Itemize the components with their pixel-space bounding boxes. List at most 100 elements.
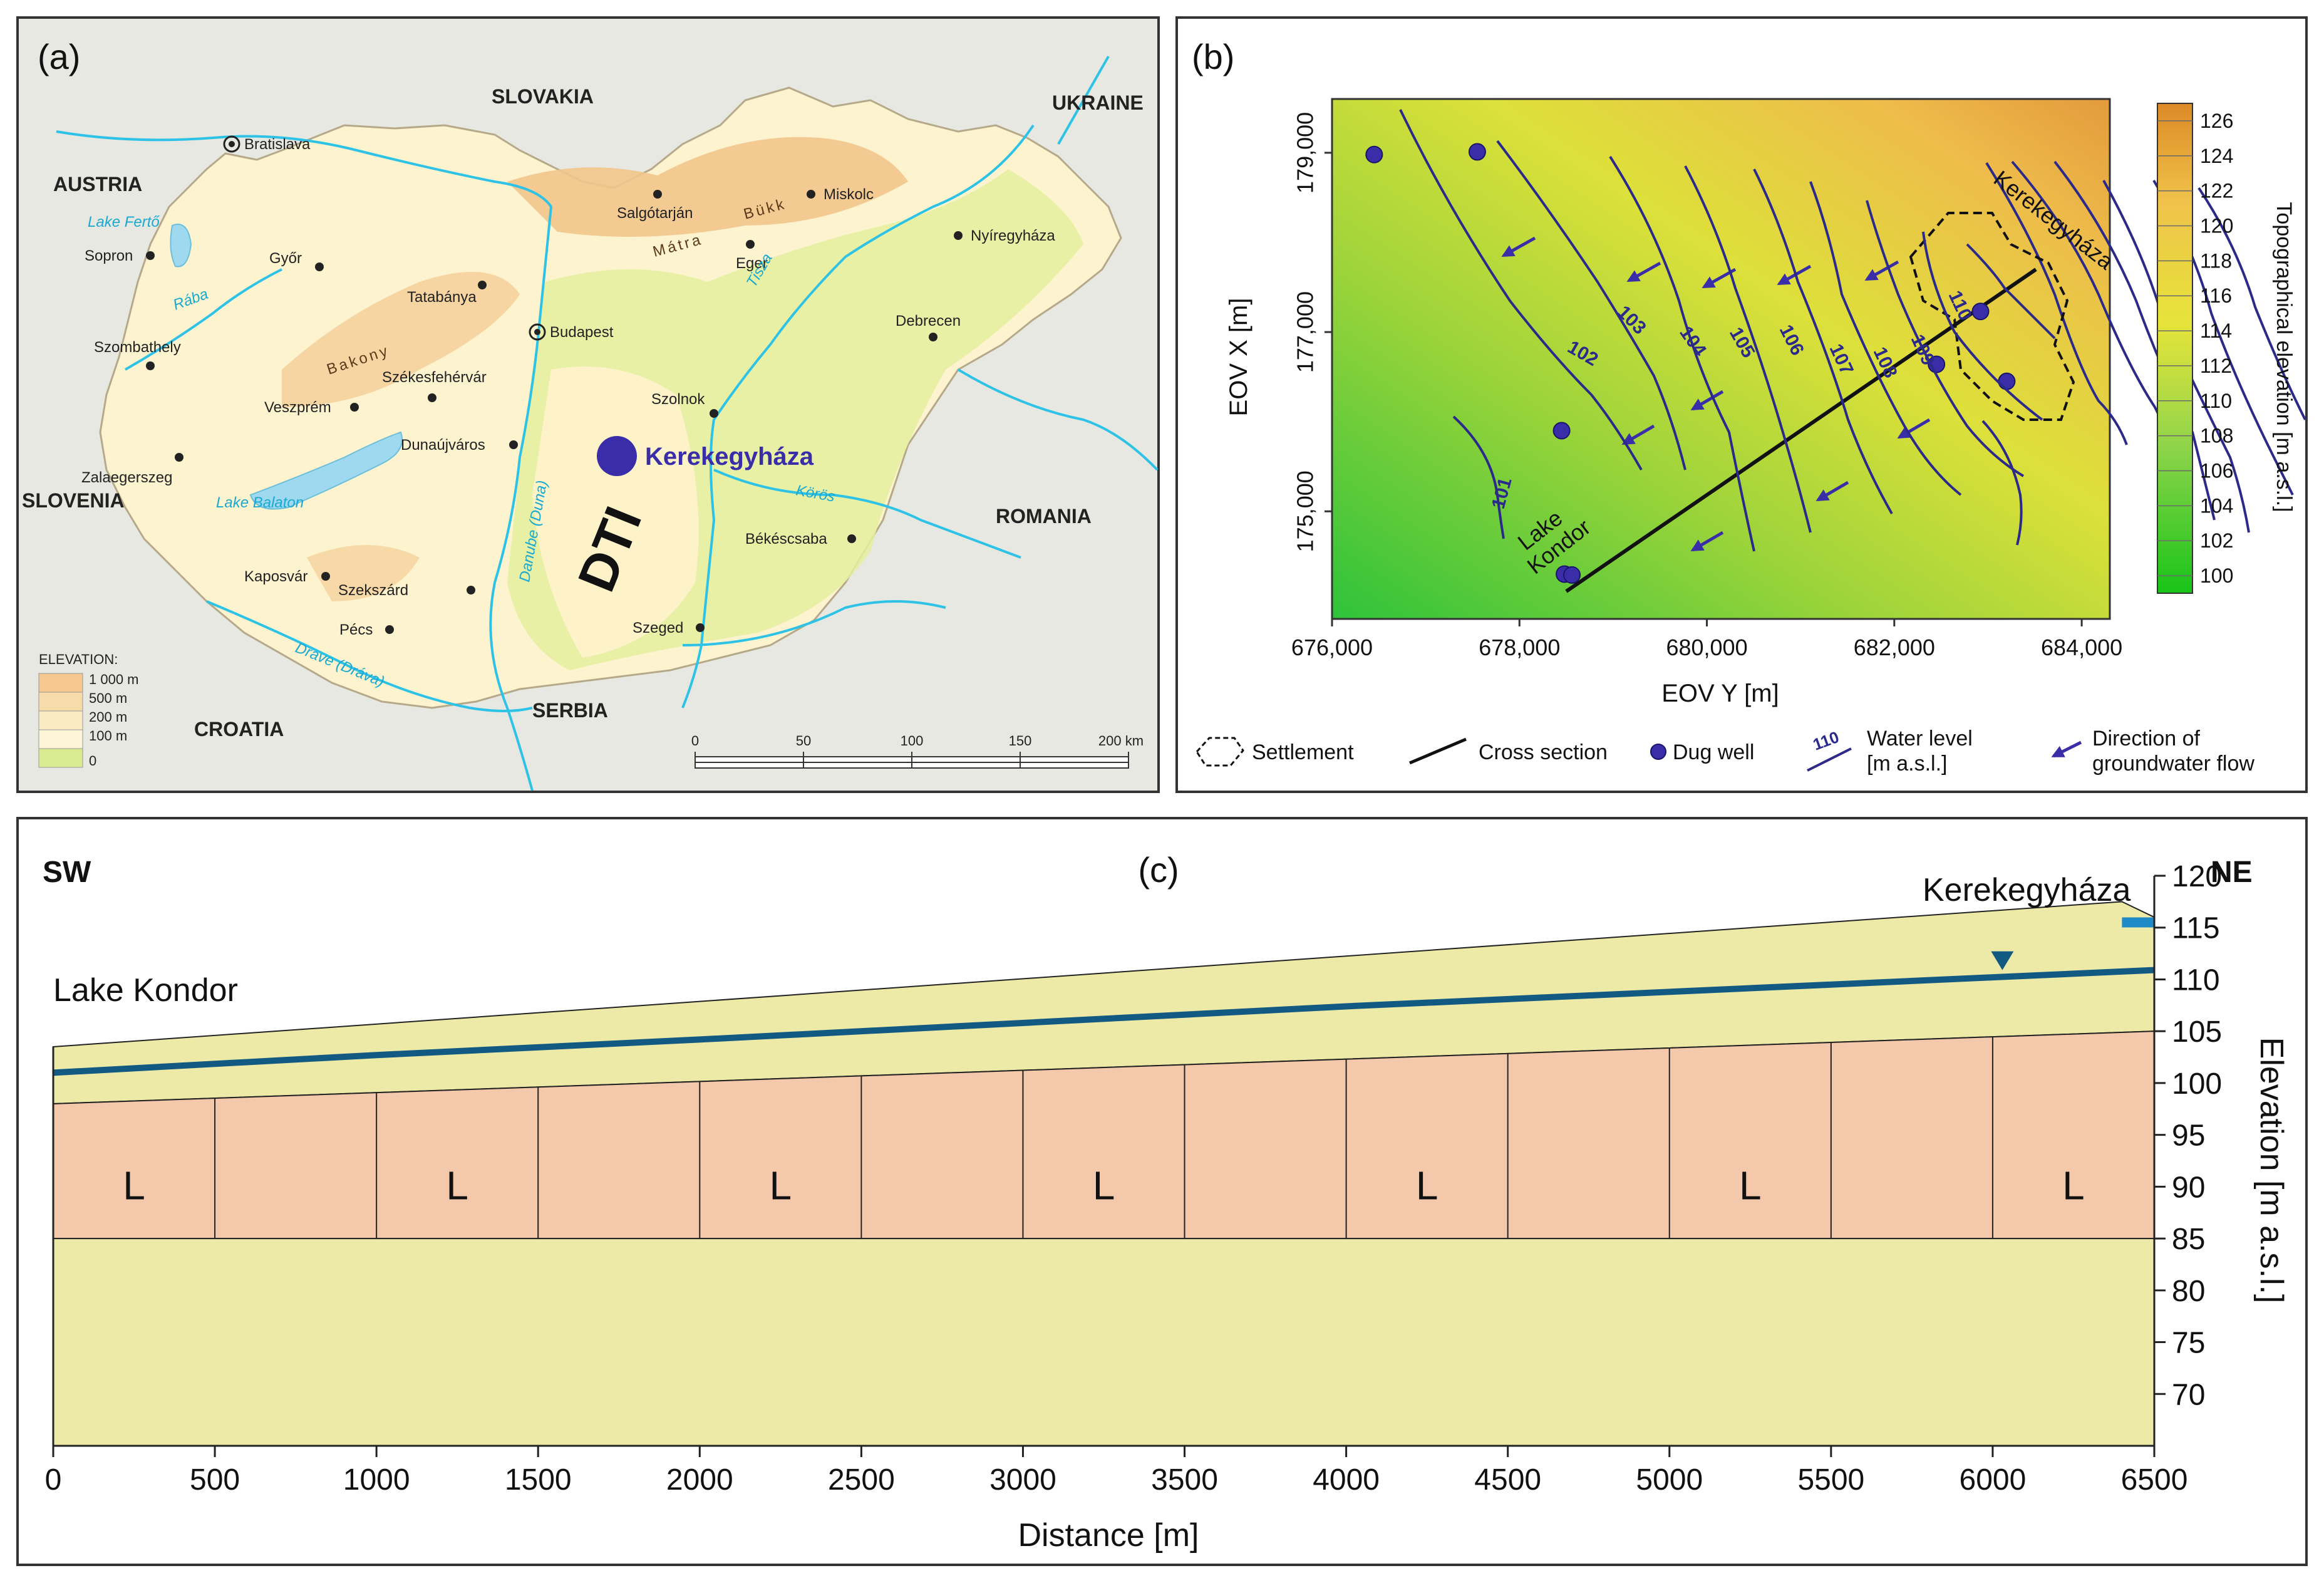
city-label: Debrecen (896, 313, 961, 330)
y-tick-label: 90 (2172, 1171, 2205, 1204)
river-raba (125, 268, 282, 371)
city-label: Szolnok (651, 391, 705, 408)
capital-marker (223, 135, 240, 153)
x-tick-label: 682,000 (1854, 635, 1935, 660)
dug-well (1971, 303, 1990, 321)
x-tick-label: 2000 (666, 1463, 733, 1497)
panel-c-cross-section: 0 500 1000 1500 2000 2500 3000 3500 4000 4500 5000… (16, 817, 2308, 1566)
river-koros (713, 469, 1021, 559)
x-tick-label: 5000 (1636, 1463, 1703, 1497)
city-label: Miskolc (824, 186, 874, 203)
city-label: Nyíregyháza (971, 227, 1055, 244)
cross-section-symbol (1409, 737, 1467, 765)
flow-arrow (1626, 261, 1661, 283)
direction-ne: NE (2211, 856, 2253, 889)
city-markers: Bratislava Budapest Miskolc Salgótarján … (81, 135, 1055, 638)
colorbar-tick-label: 106 (2200, 460, 2233, 482)
y-tick-label: 175,000 (1293, 470, 1318, 552)
x-tick-label: 0 (45, 1463, 62, 1497)
colorbar-tick-label: 124 (2200, 145, 2233, 167)
legend-label: 500 m (89, 690, 127, 706)
river-danube (56, 130, 553, 791)
colorbar-tick-label: 102 (2200, 529, 2233, 552)
colorbar-tick-label: 110 (2200, 390, 2232, 412)
legend-flow-2: groundwater flow (2092, 752, 2254, 776)
y-tick-label: 110 (2172, 963, 2220, 997)
water-label: Lake Fertő (88, 214, 160, 231)
legend-water-level: Water level (1867, 727, 1973, 750)
x-tick-label: 4500 (1474, 1463, 1541, 1497)
y-tick-label: 179,000 (1293, 112, 1318, 194)
colorbar-tick-label: 114 (2200, 319, 2232, 342)
legend-title: ELEVATION: (39, 651, 118, 667)
loess-symbol: L (123, 1163, 145, 1208)
dug-well (1468, 143, 1486, 161)
x-tick-label: 1500 (505, 1463, 572, 1497)
flow-arrow (1690, 390, 1724, 411)
contour-102 (1985, 162, 2128, 445)
river-mures (682, 600, 946, 646)
x-axis-label: EOV Y [m] (1661, 680, 1779, 707)
flow-arrow (1621, 424, 1655, 445)
scale-tick: 0 (691, 733, 699, 749)
cross-section-geometry (52, 876, 2156, 1447)
x-axis-ticks: 0 500 1000 1500 2000 2500 3000 3500 4000 4500 5000… (45, 1446, 2187, 1497)
colorbar-tick-label: 120 (2200, 215, 2233, 237)
country-label: AUSTRIA (53, 173, 142, 195)
hungary-map-svg: SLOVAKIA UKRAINE AUSTRIA SLOVENIA ROMANI… (22, 37, 1159, 791)
map-legend: Settlement Cross section Dug well 110 Wa… (1196, 727, 2254, 776)
y-tick-label: 80 (2172, 1275, 2205, 1308)
contour-108-line (1866, 200, 2025, 477)
contour-106-line (1753, 169, 1893, 514)
y-tick-label: 115 (2172, 912, 2220, 945)
water-label: Lake Balaton (216, 494, 304, 511)
city-label: Szombathely (94, 339, 181, 356)
water-level-symbol (1807, 747, 1852, 772)
panel-label: (a) (38, 37, 80, 76)
study-site-marker (597, 436, 637, 476)
dug-well (1998, 372, 2016, 390)
colorbar-tick-label: 118 (2200, 249, 2232, 272)
loess-symbol: L (770, 1163, 792, 1208)
y-axis-ticks: 175,000 177,000 179,000 (1293, 112, 1332, 552)
x-tick-label: 680,000 (1666, 635, 1747, 660)
topography-raster (1331, 98, 2111, 620)
flow-arrow (1897, 418, 1931, 439)
city-label: Székesfehérvár (382, 369, 487, 386)
flow-arrow (1864, 260, 1899, 281)
dti-region (532, 366, 699, 658)
loess-blocks (214, 1037, 1993, 1239)
x-tick-label: 5500 (1797, 1463, 1864, 1497)
contour-102-line (1399, 109, 1643, 470)
panel-b-local-map: (b) (1175, 16, 2308, 793)
contour-107 (2197, 187, 2306, 420)
x-tick-label: 3500 (1151, 1463, 1218, 1497)
city-label: Dunaújváros (401, 437, 485, 454)
city-label: Sopron (85, 247, 133, 264)
cross-section-svg: 0 500 1000 1500 2000 2500 3000 3500 4000 4500 5000… (43, 850, 2290, 1554)
flow-arrow (1690, 531, 1724, 552)
loess-symbol: L (1416, 1163, 1438, 1208)
panel-label: (b) (1192, 37, 1234, 76)
contour-104-line (1609, 155, 1755, 552)
legend-label: 0 (89, 753, 96, 769)
dug-well-symbol (1650, 744, 1666, 760)
scale-tick: 200 km (1098, 733, 1144, 749)
contour-101-line (1452, 415, 1505, 539)
contour-107-line (1809, 181, 1962, 496)
lower-sand-layer (53, 1238, 2155, 1446)
scale-tick: 50 (796, 733, 811, 749)
x-tick-label: 3000 (989, 1463, 1056, 1497)
city-label: Pécs (339, 621, 373, 638)
loess-symbol: L (446, 1163, 468, 1208)
x-tick-label: 684,000 (2041, 635, 2122, 660)
colorbar-tick-label: 104 (2200, 494, 2233, 517)
city-label: Veszprém (264, 399, 331, 416)
x-tick-label: 6000 (1960, 1463, 2027, 1497)
water-table-marker (1991, 951, 2014, 970)
contour-101 (1981, 420, 2023, 546)
y-tick-label: 85 (2172, 1223, 2205, 1256)
site-label: Kerekegyháza (645, 443, 814, 470)
city-label: Salgótarján (617, 205, 693, 222)
loess-symbol: L (1093, 1163, 1115, 1208)
